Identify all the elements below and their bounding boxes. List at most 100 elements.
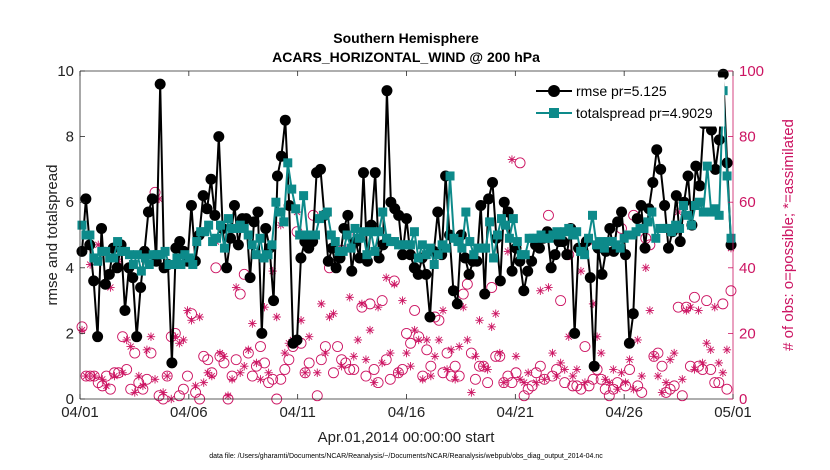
totalspread-point bbox=[128, 260, 138, 270]
rmse-point bbox=[690, 160, 702, 172]
rmse-point bbox=[627, 308, 639, 320]
obs-possible-point bbox=[332, 341, 343, 352]
totalspread-point bbox=[291, 204, 301, 214]
obs-possible-point bbox=[303, 357, 315, 369]
totalspread-point bbox=[686, 220, 696, 230]
obs-assimilated-point bbox=[373, 302, 383, 312]
obs-possible-point bbox=[396, 364, 408, 375]
obs-assimilated-point bbox=[649, 352, 659, 361]
obs-possible-point bbox=[656, 360, 668, 372]
totalspread-point bbox=[580, 250, 590, 260]
chart-title: Southern Hemisphere bbox=[333, 30, 479, 46]
obs-assimilated-point bbox=[426, 371, 436, 381]
obs-assimilated-point bbox=[450, 375, 460, 384]
obs-assimilated-point bbox=[515, 375, 525, 384]
obs-assimilated-point bbox=[544, 283, 553, 292]
totalspread-point bbox=[489, 253, 499, 263]
obs-assimilated-point bbox=[240, 362, 249, 371]
rmse-point bbox=[166, 357, 178, 369]
obs-possible-point bbox=[405, 337, 417, 349]
rmse-point bbox=[612, 216, 624, 228]
obs-assimilated-point bbox=[532, 378, 541, 387]
totalspread-point bbox=[682, 210, 692, 220]
totalspread-point bbox=[212, 233, 222, 243]
obs-possible-point bbox=[145, 347, 157, 359]
obs-assimilated-point bbox=[337, 362, 346, 371]
obs-possible-point bbox=[177, 383, 189, 395]
obs-possible-point bbox=[449, 360, 461, 372]
rmse-point bbox=[221, 262, 233, 274]
obs-assimilated-point bbox=[236, 368, 245, 377]
obs-possible-point bbox=[380, 354, 392, 366]
obs-assimilated-point bbox=[187, 316, 196, 325]
obs-possible-point bbox=[210, 262, 222, 274]
rmse-point bbox=[369, 167, 381, 179]
obs-assimilated-point bbox=[280, 348, 290, 358]
obs-assimilated-point bbox=[256, 375, 265, 384]
obs-assimilated-point bbox=[511, 352, 521, 361]
rmse-point bbox=[205, 173, 217, 185]
obs-assimilated-point bbox=[548, 348, 557, 358]
x-tick-label: 04/11 bbox=[279, 404, 315, 421]
totalspread-point bbox=[279, 217, 289, 227]
rmse-point bbox=[588, 360, 600, 372]
obs-assimilated-point bbox=[694, 306, 703, 315]
rmse-point bbox=[135, 281, 147, 293]
obs-assimilated-point bbox=[138, 381, 148, 391]
legend-box bbox=[527, 77, 725, 127]
obs-assimilated-point bbox=[609, 365, 618, 374]
totalspread-point bbox=[283, 158, 293, 168]
totalspread-point bbox=[702, 161, 712, 171]
rmse-point bbox=[84, 239, 96, 251]
obs-assimilated-point bbox=[110, 371, 119, 381]
rmse-point bbox=[475, 199, 487, 211]
obs-possible-point bbox=[684, 360, 696, 372]
totalspread-point bbox=[413, 253, 423, 263]
obs-possible-point bbox=[267, 373, 279, 385]
obs-assimilated-point bbox=[491, 309, 500, 318]
rmse-point bbox=[479, 288, 491, 300]
totalspread-point bbox=[453, 237, 463, 247]
obs-possible-point bbox=[445, 370, 457, 382]
rmse-point bbox=[662, 242, 674, 254]
rmse-point bbox=[674, 236, 686, 248]
totalspread-point bbox=[588, 210, 598, 220]
obs-assimilated-point bbox=[605, 378, 614, 387]
obs-possible-point bbox=[340, 357, 352, 369]
totalspread-point bbox=[255, 233, 265, 243]
obs-possible-point bbox=[522, 383, 534, 395]
obs-assimilated-point bbox=[710, 302, 719, 312]
obs-possible-point bbox=[705, 364, 717, 375]
totalspread-point bbox=[267, 240, 277, 250]
rmse-point bbox=[397, 249, 409, 261]
obs-assimilated-point bbox=[345, 293, 354, 302]
totalspread-point bbox=[504, 233, 514, 243]
totalspread-point bbox=[500, 220, 510, 230]
obs-assimilated-point bbox=[365, 325, 375, 335]
obs-possible-point bbox=[510, 367, 522, 379]
rmse-point bbox=[185, 199, 197, 211]
obs-possible-point bbox=[425, 360, 437, 372]
obs-assimilated-point bbox=[146, 332, 156, 341]
totalspread-point bbox=[215, 220, 225, 230]
obs-assimilated-point bbox=[353, 335, 363, 345]
obs-assimilated-point bbox=[467, 388, 476, 397]
legend-rmse-marker bbox=[548, 85, 560, 97]
rmse-point bbox=[604, 222, 616, 234]
totalspread-point bbox=[639, 223, 649, 233]
obs-assimilated-point bbox=[661, 378, 671, 387]
obs-possible-point bbox=[376, 295, 388, 307]
obs-assimilated-point bbox=[418, 375, 427, 384]
totalspread-point bbox=[698, 207, 708, 217]
obs-assimilated-point bbox=[406, 362, 415, 371]
obs-assimilated-point bbox=[718, 368, 728, 377]
obs-possible-point bbox=[543, 209, 554, 221]
totalspread-point bbox=[160, 246, 170, 256]
obs-assimilated-point bbox=[678, 375, 687, 384]
obs-possible-point bbox=[182, 370, 193, 382]
obs-assimilated-point bbox=[126, 342, 135, 351]
totalspread-point bbox=[295, 230, 305, 240]
rmse-point bbox=[561, 249, 573, 261]
obs-assimilated-point bbox=[304, 332, 314, 341]
